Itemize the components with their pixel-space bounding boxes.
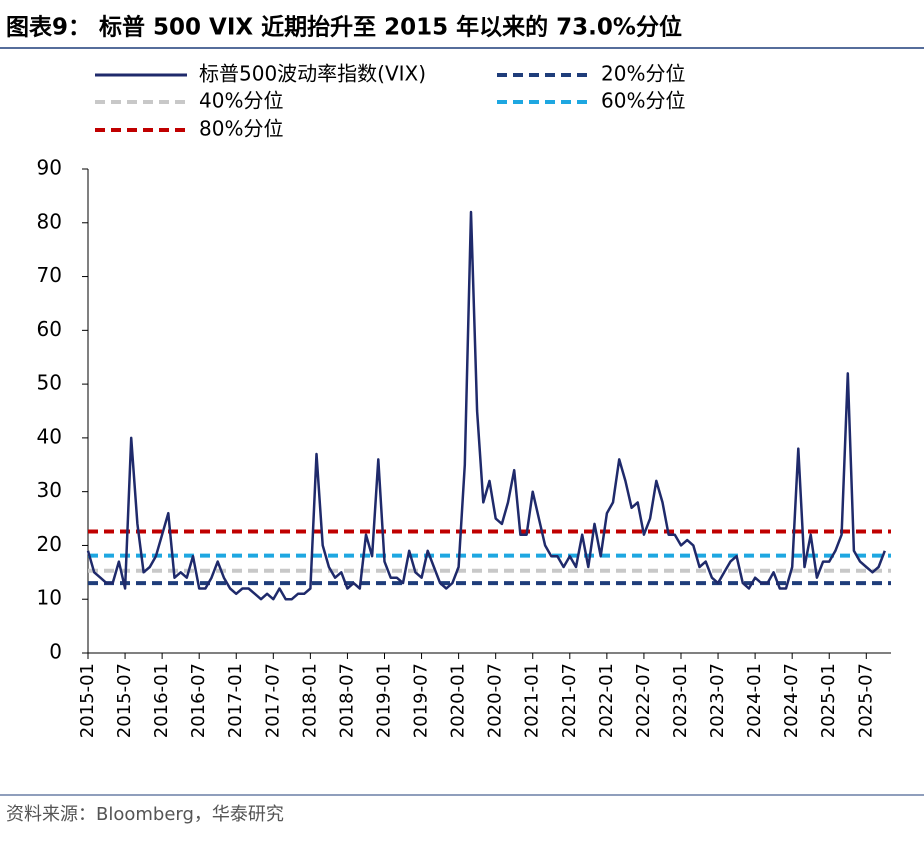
x-tick-label: 2015-01	[77, 663, 98, 738]
y-tick-label: 80	[37, 209, 62, 233]
chart-title: 图表9： 标普 500 VIX 近期抬升至 2015 年以来的 73.0%分位	[6, 14, 682, 41]
x-tick-label: 2018-07	[336, 663, 357, 738]
legend-label: 60%分位	[601, 89, 685, 113]
x-tick-label: 2019-01	[373, 663, 394, 738]
x-tick-label: 2021-01	[522, 663, 543, 738]
x-tick-label: 2022-07	[633, 663, 654, 738]
x-tick-label: 2025-07	[855, 663, 876, 738]
x-tick-label: 2021-07	[559, 663, 580, 738]
x-tick-label: 2020-07	[485, 663, 506, 738]
x-tick-label: 2025-01	[818, 663, 839, 738]
x-tick-label: 2017-07	[262, 663, 283, 738]
x-tick-label: 2022-01	[596, 663, 617, 738]
x-tick-label: 2024-07	[781, 663, 802, 738]
x-tick-label: 2019-07	[411, 663, 432, 738]
x-tick-label: 2017-01	[225, 663, 246, 738]
x-tick-label: 2018-01	[299, 663, 320, 738]
legend-label: 标普500波动率指数(VIX)	[199, 62, 426, 86]
x-tick-label: 2020-01	[448, 663, 469, 738]
x-tick-label: 2023-01	[670, 663, 691, 738]
x-tick-label: 2016-01	[151, 663, 172, 738]
x-tick-label: 2023-07	[707, 663, 728, 738]
y-tick-label: 30	[37, 478, 62, 502]
x-tick-label: 2016-07	[188, 663, 209, 738]
legend-label: 80%分位	[199, 117, 283, 141]
y-tick-label: 60	[37, 317, 62, 341]
x-tick-label: 2024-01	[744, 663, 765, 738]
y-tick-label: 10	[37, 586, 62, 610]
y-tick-label: 40	[37, 424, 62, 448]
y-tick-label: 70	[37, 263, 62, 287]
y-tick-label: 20	[37, 532, 62, 556]
x-tick-label: 2015-07	[114, 663, 135, 738]
y-tick-label: 0	[49, 640, 62, 664]
legend-label: 20%分位	[601, 62, 685, 86]
y-tick-label: 50	[37, 371, 62, 395]
source: 资料来源：Bloomberg，华泰研究	[6, 804, 284, 825]
vix-line	[86, 210, 886, 601]
y-tick-label: 90	[37, 156, 62, 180]
legend-label: 40%分位	[199, 89, 283, 113]
